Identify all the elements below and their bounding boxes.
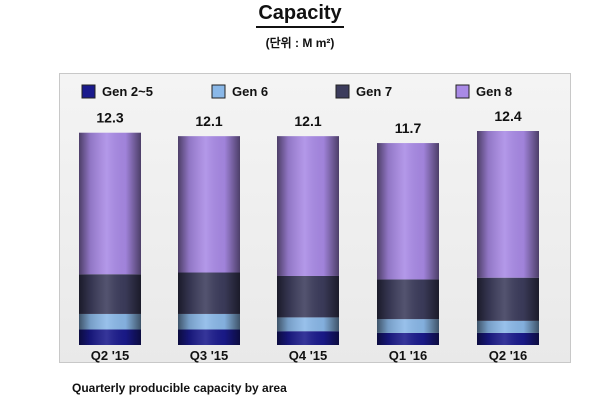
legend-swatch-gen-7: [335, 84, 350, 99]
bar-shading-gen-2-5-q2-15: [79, 329, 141, 345]
x-label-q2-16: Q2 '16: [489, 348, 528, 363]
bar-shading-gen-2-5-q3-15: [178, 329, 240, 345]
legend-label-gen-2-5: Gen 2~5: [102, 84, 153, 99]
x-axis-labels: Q2 '15 Q3 '15 Q4 '15 Q1 '16 Q2 '16: [91, 348, 528, 363]
legend: Gen 2~5 Gen 6 Gen 7 Gen 8: [81, 84, 512, 99]
unit-label: (단위 : M m²): [265, 36, 335, 50]
bar-shading-gen-2-5-q2-16: [477, 332, 539, 345]
total-label-q3-15: 12.1: [195, 113, 222, 129]
x-label-q1-16: Q1 '16: [389, 348, 428, 363]
legend-label-gen-7: Gen 7: [356, 84, 392, 99]
chart-title: Capacity: [0, 2, 600, 28]
chart-title-text: Capacity: [256, 2, 344, 28]
chart-panel: Gen 2~5 Gen 6 Gen 7 Gen 8 12.3 12.1 12.1 11.7 1…: [59, 73, 571, 363]
total-label-q1-16: 11.7: [395, 120, 422, 136]
bar-shading-gen-2-5-q4-15: [277, 331, 339, 345]
bar-shading-gen-7-q2-15: [79, 274, 141, 314]
total-label-q2-16: 12.4: [494, 108, 521, 124]
bar-shading-gen-6-q1-16: [377, 319, 439, 333]
bar-shading-gen-6-q4-15: [277, 317, 339, 332]
bar-shading-gen-7-q3-15: [178, 272, 240, 314]
bar-shading-gen-2-5-q1-16: [377, 332, 439, 345]
bar-shading-gen-6-q2-15: [79, 313, 141, 330]
stacked-bar-chart: Gen 2~5 Gen 6 Gen 7 Gen 8 12.3 12.1 12.1 11.71…: [79, 84, 539, 363]
bar-shading-gen-6-q2-16: [477, 320, 539, 333]
legend-label-gen-8: Gen 8: [476, 84, 512, 99]
bar-shading-gen-8-q2-15: [79, 132, 141, 275]
bar-shading-gen-6-q3-15: [178, 313, 240, 330]
footnote: Quarterly producible capacity by area: [72, 381, 287, 395]
bar-shading-gen-7-q2-16: [477, 277, 539, 321]
bar-shading-gen-8-q1-16: [377, 143, 439, 280]
legend-label-gen-6: Gen 6: [232, 84, 268, 99]
total-label-q2-15: 12.3: [96, 110, 123, 126]
x-label-q2-15: Q2 '15: [91, 348, 130, 363]
total-label-q4-15: 12.1: [294, 113, 321, 129]
bar-shading-gen-7-q1-16: [377, 279, 439, 320]
legend-swatch-gen-2-5: [81, 84, 96, 99]
x-label-q4-15: Q4 '15: [289, 348, 328, 363]
x-label-q3-15: Q3 '15: [190, 348, 229, 363]
legend-swatch-gen-6: [211, 84, 226, 99]
bar-shading-gen-8-q2-16: [477, 131, 539, 278]
bar-shading-gen-7-q4-15: [277, 275, 339, 318]
bar-shading-gen-8-q4-15: [277, 136, 339, 276]
bar-shading-gen-8-q3-15: [178, 136, 240, 273]
legend-swatch-gen-8: [455, 84, 470, 99]
total-labels: 12.3 12.1 12.1 11.7 12.4: [96, 108, 521, 136]
bars: [79, 131, 539, 345]
